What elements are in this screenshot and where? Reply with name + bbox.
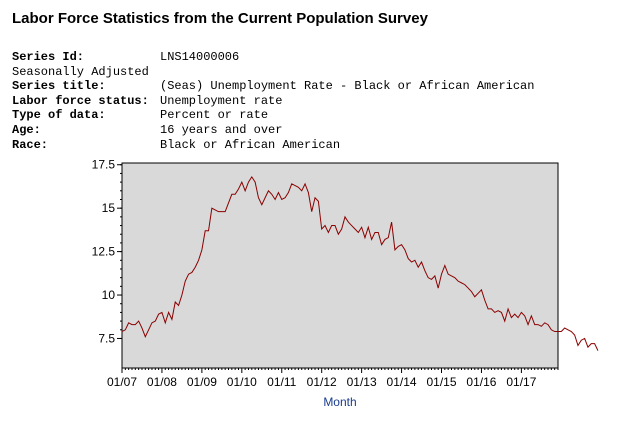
y-tick-label: 7.5 [98, 331, 115, 345]
x-tick-label: 01/17 [506, 375, 536, 389]
seasonal-row: Seasonally Adjusted [12, 65, 534, 80]
x-tick-label: 01/15 [426, 375, 456, 389]
series-title-row: Series title: (Seas) Unemployment Rate - … [12, 79, 534, 94]
data-type-label: Type of data: [12, 108, 106, 123]
age-value: 16 years and over [160, 122, 283, 137]
y-tick-label: 12.5 [92, 245, 116, 259]
race-row: Race: Black or African American [12, 138, 534, 153]
age-row: Age: 16 years and over [12, 123, 534, 138]
series-line-unemployment-rate [121, 175, 599, 351]
y-axis: 7.5 10 12.5 15 17.5 [92, 158, 122, 345]
x-tick-label: 01/08 [147, 375, 177, 389]
y-tick-label: 10 [102, 288, 116, 302]
x-tick-label: 01/13 [347, 375, 377, 389]
data-type-value: Percent or rate [160, 108, 269, 123]
y-tick-label: 15 [102, 201, 116, 215]
plot-area [121, 162, 559, 369]
seasonal-adjustment: Seasonally Adjusted [12, 64, 149, 79]
x-tick-label: 01/09 [187, 375, 217, 389]
series-id-label: Series Id: [12, 50, 85, 64]
series-id-row: Series Id: LNS14000006 [12, 50, 534, 65]
y-tick-label: 17.5 [92, 158, 116, 172]
page-title: Labor Force Statistics from the Current … [12, 10, 428, 27]
series-id-value: LNS14000006 [160, 50, 240, 64]
labor-status-value: Unemployment rate [160, 93, 283, 108]
data-type-row: Type of data: Percent or rate [12, 108, 534, 123]
x-tick-label: 01/10 [227, 375, 257, 389]
x-axis-label: Month [323, 395, 356, 409]
x-tick-label: 01/14 [387, 375, 417, 389]
x-tick-label: 01/11 [267, 375, 296, 389]
labor-status-label: Labor force status: [12, 93, 149, 108]
x-axis: 01/07 01/08 01/09 01/10 01/11 01/12 01/13 01/14… [107, 368, 559, 389]
race-value: Black or African American [160, 137, 341, 152]
age-label: Age: [12, 122, 41, 137]
series-title-label: Series title: [12, 79, 106, 94]
series-metadata: Series Id: LNS14000006 Seasonally Adjuste… [12, 50, 534, 152]
series-title-value: (Seas) Unemployment Rate - Black or Afri… [160, 79, 535, 94]
x-tick-label: 01/16 [466, 375, 496, 389]
x-tick-label: 01/07 [107, 375, 137, 389]
x-tick-label: 01/12 [307, 375, 337, 389]
race-label: Race: [12, 137, 49, 152]
labor-status-row: Labor force status: Unemployment rate [12, 94, 534, 109]
